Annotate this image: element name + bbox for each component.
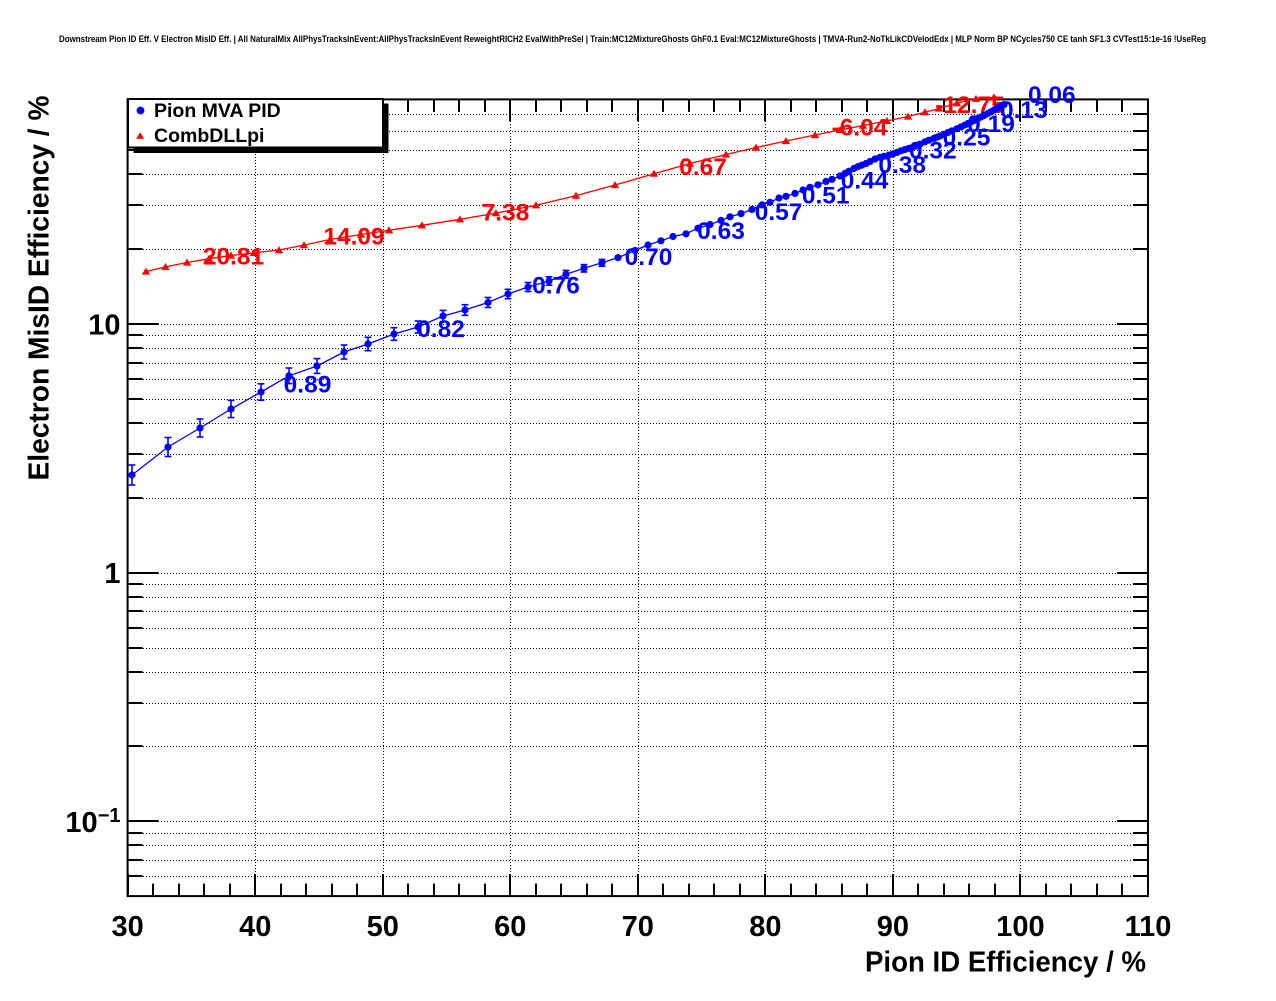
svg-text:-6.04: -6.04 xyxy=(832,114,888,141)
svg-text:0.63: 0.63 xyxy=(697,218,745,245)
svg-text:30: 30 xyxy=(111,911,143,943)
svg-text:0.51: 0.51 xyxy=(802,183,850,210)
svg-text:Pion ID Efficiency / %: Pion ID Efficiency / % xyxy=(865,947,1146,979)
svg-text:0.32: 0.32 xyxy=(909,138,957,165)
svg-text:7.38: 7.38 xyxy=(482,199,530,226)
svg-text:20.81: 20.81 xyxy=(203,243,264,270)
svg-text:0.76: 0.76 xyxy=(532,272,580,299)
svg-text:60: 60 xyxy=(494,911,526,943)
svg-text:100: 100 xyxy=(996,911,1044,943)
svg-text:Electron MisID Efficiency / %: Electron MisID Efficiency / % xyxy=(24,95,56,480)
svg-text:0.06: 0.06 xyxy=(1028,82,1076,109)
svg-text:10−1: 10−1 xyxy=(65,805,120,839)
svg-text:CombDLLpi: CombDLLpi xyxy=(154,125,264,147)
svg-text:0.70: 0.70 xyxy=(625,244,673,271)
svg-text:0.67: 0.67 xyxy=(679,154,727,181)
svg-text:Pion MVA PID: Pion MVA PID xyxy=(154,100,281,122)
svg-text:50: 50 xyxy=(367,911,399,943)
svg-text:0.19: 0.19 xyxy=(967,111,1015,138)
svg-text:90: 90 xyxy=(877,911,909,943)
svg-text:70: 70 xyxy=(622,911,654,943)
svg-text:0.13: 0.13 xyxy=(1000,97,1048,124)
svg-text:0.44: 0.44 xyxy=(841,168,889,195)
svg-text:40: 40 xyxy=(239,911,271,943)
svg-text:0.89: 0.89 xyxy=(284,371,332,398)
svg-text:10: 10 xyxy=(88,310,120,342)
svg-text:Downstream Pion ID Eff. V Elec: Downstream Pion ID Eff. V Electron MisID… xyxy=(59,34,1206,44)
svg-text:1: 1 xyxy=(104,558,120,590)
svg-text:14.09: 14.09 xyxy=(323,223,384,250)
svg-text:0.82: 0.82 xyxy=(417,316,465,343)
svg-text:110: 110 xyxy=(1125,911,1172,943)
svg-text:0.57: 0.57 xyxy=(755,199,803,226)
svg-text:0.25: 0.25 xyxy=(943,125,991,152)
svg-text:0.38: 0.38 xyxy=(878,152,926,179)
svg-text:80: 80 xyxy=(749,911,781,943)
